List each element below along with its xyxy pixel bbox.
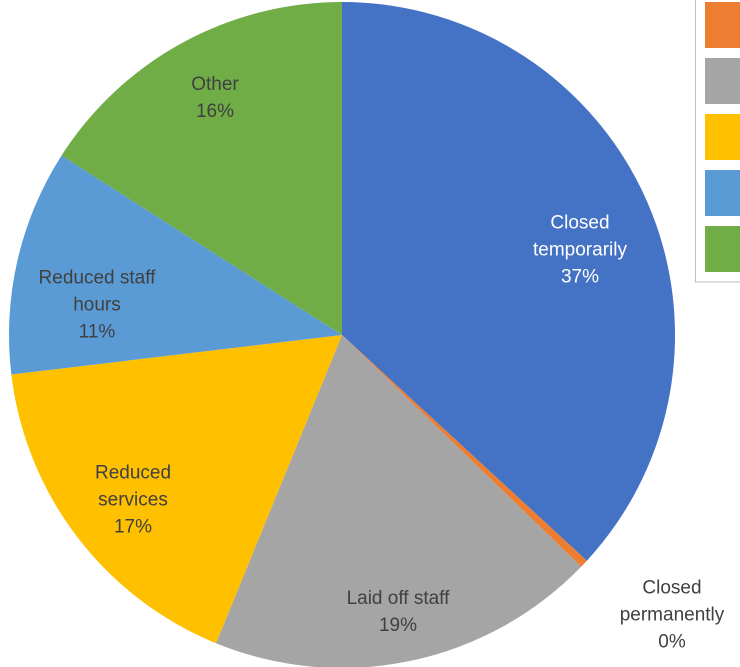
legend-swatch (705, 170, 740, 216)
pie-slice (11, 335, 343, 644)
legend-swatch (705, 226, 740, 272)
data-label-name: Closed temporarily (533, 212, 627, 261)
data-label-name: Other (191, 74, 239, 95)
pie-slice (8, 155, 342, 375)
data-label-value: 37% (560, 266, 600, 288)
data-label: Reduced services 17% (83, 460, 183, 541)
data-label-value: 11% (78, 321, 116, 343)
data-label-value: 16% (195, 101, 235, 122)
pie-slice (342, 2, 675, 561)
pie-slice (61, 2, 343, 335)
data-label: Laid off staff 19% (298, 585, 498, 639)
legend-swatch (705, 58, 740, 104)
legend-swatch (705, 2, 740, 48)
data-label-value: 19% (378, 615, 418, 636)
data-label: Other 16% (165, 71, 265, 125)
pie-slice (216, 335, 582, 667)
data-label: Reduced staff hours 11% (25, 265, 170, 346)
data-label-name: Closed permanently (619, 577, 725, 626)
data-label-name: Reduced services (94, 462, 172, 511)
legend-swatch (705, 114, 740, 160)
data-label-name: Laid off staff (346, 588, 450, 609)
data-label-value: 0% (658, 631, 686, 653)
data-label-value: 17% (113, 516, 153, 538)
data-label: Closed temporarily 37% (515, 210, 645, 291)
pie-slice (342, 335, 587, 567)
data-label: Closed permanently 0% (610, 575, 735, 656)
data-label-name: Reduced staff hours (38, 267, 156, 316)
